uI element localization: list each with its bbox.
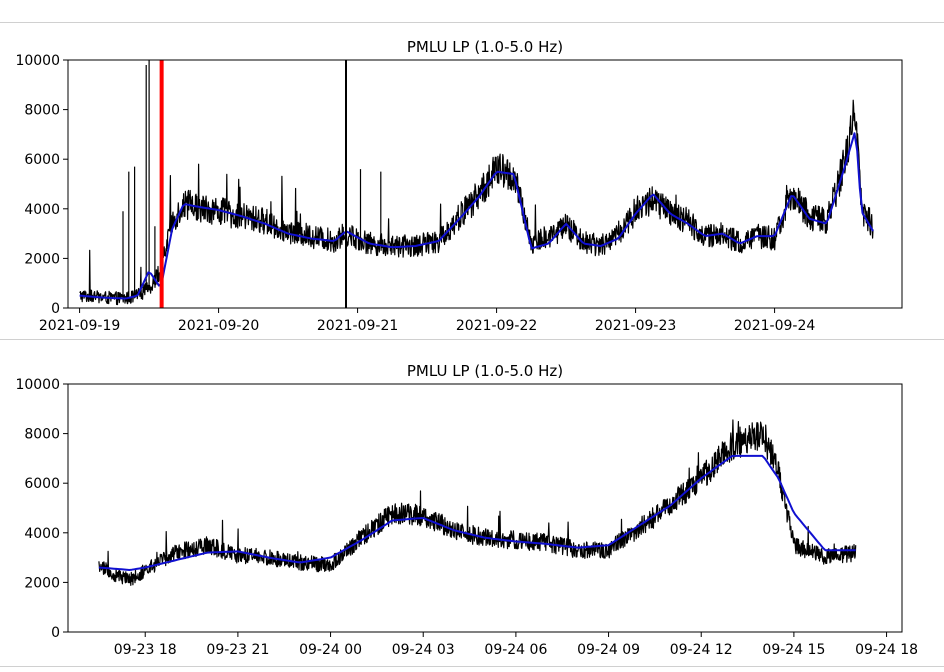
- plot-frame: [67, 59, 903, 309]
- plot-frame: [67, 383, 903, 633]
- x-tick-label: 09-24 15: [762, 642, 825, 658]
- chart-panel-bottom: PMLU LP (1.0-5.0 Hz) 0 2000 4000 6000 8000 100…: [15, 362, 918, 658]
- middle-border: [0, 339, 944, 340]
- series-line-raw: [98, 419, 857, 586]
- x-tick-label: 2021-09-19: [39, 318, 120, 334]
- x-tick-label: 2021-09-23: [595, 318, 676, 334]
- x-tick-label: 09-24 18: [855, 642, 918, 658]
- y-tick-label: 4000: [24, 526, 60, 542]
- y-tick-label: 4000: [24, 202, 60, 218]
- chart-panel-top: PMLU LP (1.0-5.0 Hz) 0 2000 4000 6000 8000 100…: [15, 38, 903, 334]
- x-tick-label: 09-23 18: [114, 642, 177, 658]
- x-tick-label: 2021-09-24: [734, 318, 815, 334]
- x-tick-label: 09-24 09: [577, 642, 640, 658]
- y-tick-label: 10000: [15, 53, 60, 69]
- plot-area: [98, 419, 857, 586]
- y-tick-label: 2000: [24, 575, 60, 591]
- x-tick-label: 09-24 12: [670, 642, 733, 658]
- y-tick-label: 6000: [24, 152, 60, 168]
- x-tick-label: 2021-09-22: [456, 318, 537, 334]
- plot-area: [79, 60, 874, 308]
- x-tick-label: 09-23 21: [206, 642, 269, 658]
- series-line-smoothed: [98, 454, 856, 571]
- y-tick-label: 8000: [24, 427, 60, 443]
- y-tick-label: 8000: [24, 103, 60, 119]
- y-tick-label: 0: [51, 625, 60, 641]
- y-tick-label: 2000: [24, 251, 60, 267]
- x-tick-label: 2021-09-21: [317, 318, 398, 334]
- series-line-raw: [79, 60, 874, 306]
- y-tick-label: 0: [51, 301, 60, 317]
- top-border: [0, 22, 944, 23]
- x-tick-label: 09-24 06: [484, 642, 547, 658]
- y-tick-label: 10000: [15, 377, 60, 393]
- x-tick-label: 2021-09-20: [178, 318, 259, 334]
- chart-title: PMLU LP (1.0-5.0 Hz): [407, 362, 563, 380]
- x-tick-label: 09-24 00: [299, 642, 362, 658]
- y-tick-label: 6000: [24, 476, 60, 492]
- bottom-border: [0, 666, 944, 667]
- x-tick-label: 09-24 03: [392, 642, 455, 658]
- series-line-smoothed: [79, 132, 874, 300]
- chart-title: PMLU LP (1.0-5.0 Hz): [407, 38, 563, 56]
